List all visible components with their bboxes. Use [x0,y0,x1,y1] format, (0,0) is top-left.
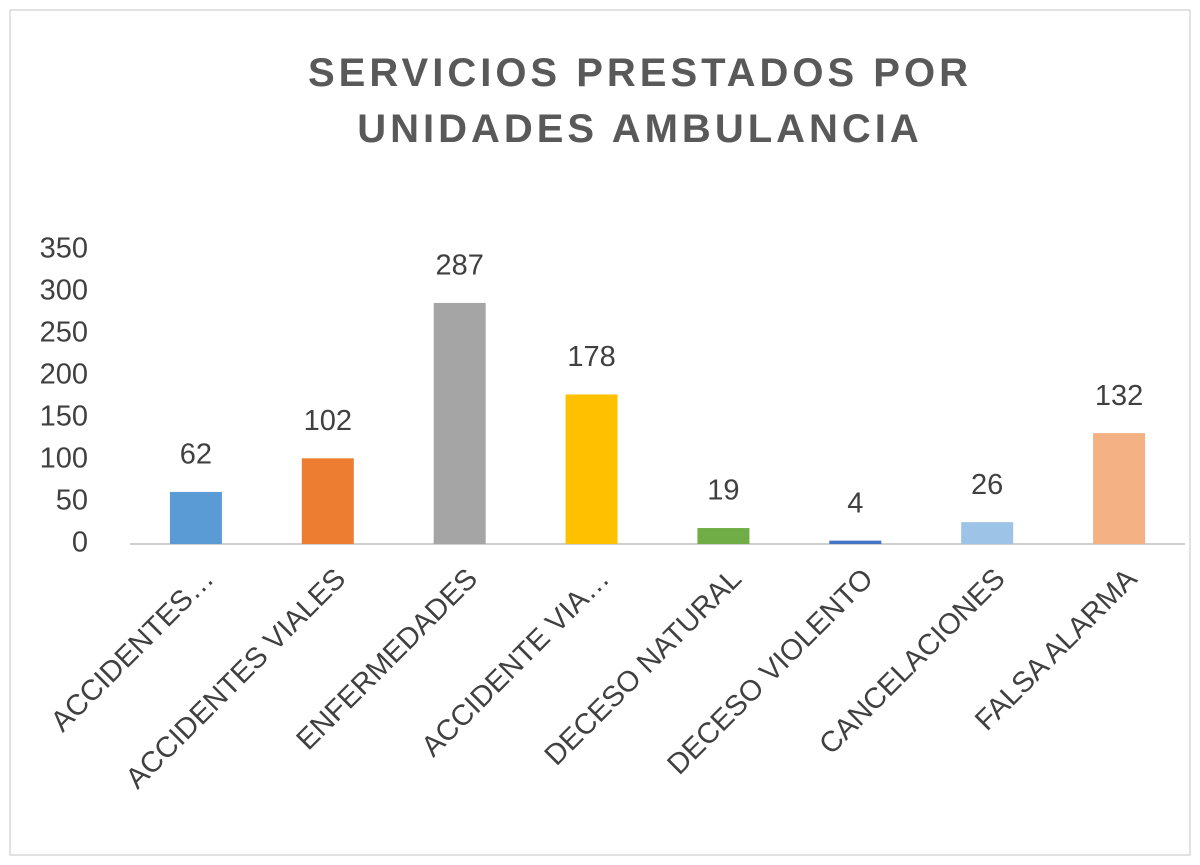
bar [829,540,882,544]
bar [565,394,618,544]
bar [697,528,750,544]
chart-border [9,9,1191,856]
data-label: 132 [1095,380,1143,412]
y-tick-label: 0 [72,527,88,559]
data-label: 62 [180,439,212,471]
y-tick-label: 100 [40,443,88,475]
data-label: 19 [707,475,739,507]
chart-title: SERVICIOS PRESTADOS POR UNIDADES AMBULAN… [308,51,972,151]
bar [961,522,1014,544]
data-label: 4 [847,487,863,519]
y-tick-label: 150 [40,401,88,433]
y-tick-label: 50 [56,485,88,517]
data-label: 102 [304,405,352,437]
bar [1093,433,1146,544]
data-label: 178 [567,341,615,373]
y-tick-label: 250 [40,317,88,349]
x-tick-label: ACCIDENTES VIALES [120,563,352,795]
data-label: 26 [971,469,1003,501]
bar [169,491,222,544]
data-label: 287 [435,250,483,282]
y-tick-label: 350 [40,233,88,265]
bar [433,302,486,544]
bar [301,458,354,544]
y-tick-label: 200 [40,359,88,391]
y-tick-label: 300 [40,275,88,307]
